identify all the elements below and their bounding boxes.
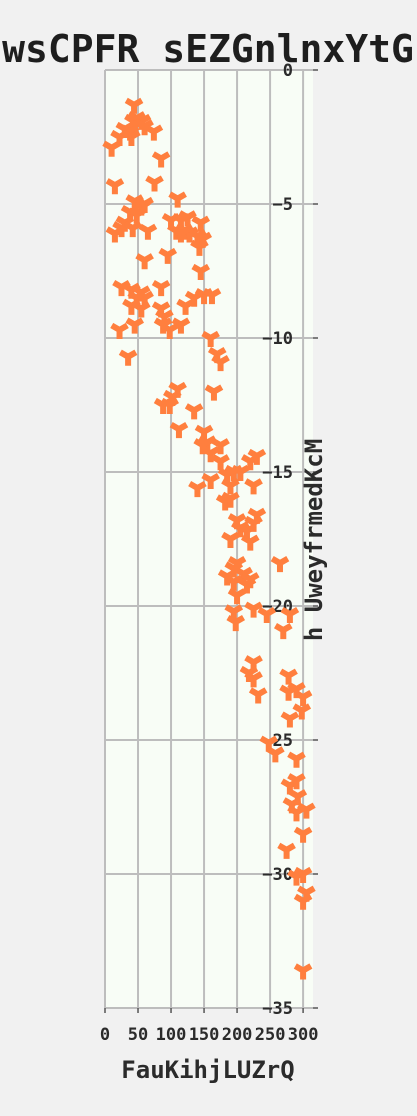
data-point (122, 129, 141, 146)
chart-title: wsCPFR sEZGnlnxYtG (2, 27, 414, 71)
data-point (123, 221, 143, 238)
data-point (191, 215, 211, 232)
y-tick-label: −10 (262, 329, 293, 349)
data-point (293, 826, 313, 843)
x-tick-label: 100 (156, 1025, 187, 1045)
data-point (287, 773, 306, 790)
data-point (279, 684, 298, 701)
data-point (248, 687, 268, 704)
data-point (169, 422, 189, 439)
data-point (144, 124, 164, 141)
data-point (244, 601, 263, 618)
x-tick-label: 0 (100, 1025, 110, 1045)
data-point (127, 207, 146, 224)
data-point (221, 531, 240, 548)
data-point (221, 478, 240, 495)
data-point (280, 711, 300, 728)
data-point (277, 842, 296, 859)
x-axis-label: FauKihjLUZrQ (121, 1056, 294, 1084)
data-point (171, 317, 191, 334)
data-point (151, 279, 171, 297)
data-point (105, 226, 125, 243)
data-point (191, 263, 211, 280)
data-point (184, 290, 204, 307)
data-point (297, 802, 316, 819)
data-point (110, 322, 129, 339)
data-point (237, 577, 257, 594)
data-point (160, 322, 180, 339)
data-point (102, 140, 121, 157)
data-point (287, 751, 306, 768)
x-tick-label: 300 (288, 1025, 319, 1045)
data-point (145, 175, 164, 192)
x-tick-label: 150 (189, 1025, 220, 1045)
data-point (293, 866, 313, 883)
y-tick-label: −30 (262, 865, 293, 885)
data-point (176, 298, 195, 315)
data-point (293, 690, 313, 707)
data-point (151, 151, 171, 168)
data-point (266, 746, 285, 763)
data-point (247, 448, 267, 465)
data-point (168, 191, 187, 208)
y-tick-label: −35 (262, 999, 293, 1019)
y-axis-label: h UweyfrmedKcM (300, 439, 328, 641)
y-tick-label: −5 (273, 195, 293, 215)
data-point (279, 668, 298, 685)
data-point (202, 288, 222, 305)
x-tick-label: 250 (255, 1025, 286, 1045)
data-point (270, 556, 290, 573)
data-point (184, 403, 204, 420)
data-point (160, 397, 180, 414)
data-point (125, 317, 145, 334)
data-point (240, 534, 260, 551)
data-point (217, 569, 237, 586)
data-point (201, 446, 220, 463)
data-point (231, 464, 250, 481)
data-point (211, 355, 230, 372)
data-point (227, 588, 247, 605)
data-point (105, 178, 125, 195)
data-point (293, 893, 313, 910)
data-point (211, 438, 230, 455)
data-point (204, 384, 224, 401)
data-point (201, 472, 220, 490)
y-tick-label: 0 (283, 61, 293, 81)
x-tick-label: 200 (222, 1025, 253, 1045)
data-point (118, 349, 138, 366)
data-point (124, 97, 144, 114)
data-point (158, 247, 178, 264)
y-tick-label: −15 (262, 463, 293, 483)
data-point (280, 606, 300, 624)
data-points (102, 97, 316, 980)
x-tick-label: 50 (128, 1025, 148, 1045)
data-point (171, 226, 191, 243)
data-point (135, 119, 154, 136)
data-point (138, 223, 158, 240)
data-point (244, 671, 263, 688)
data-point (190, 239, 209, 256)
data-point (293, 963, 313, 980)
data-point (226, 614, 246, 632)
data-point (273, 623, 293, 640)
data-point (257, 606, 277, 624)
data-point (188, 480, 207, 498)
data-point (244, 478, 263, 495)
data-point (135, 253, 154, 270)
data-point (201, 330, 220, 347)
data-point (292, 703, 312, 720)
data-point (132, 301, 151, 318)
data-point (221, 491, 240, 508)
